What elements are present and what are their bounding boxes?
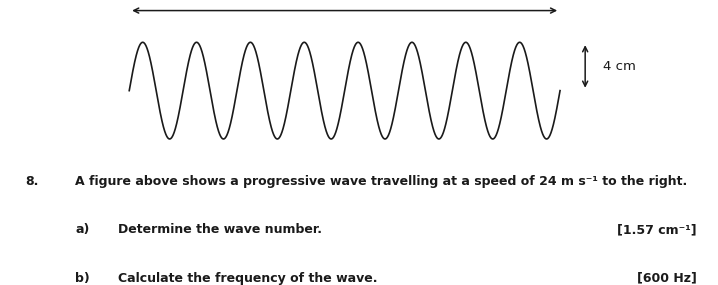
Text: Calculate the frequency of the wave.: Calculate the frequency of the wave.	[118, 272, 378, 285]
Text: Determine the wave number.: Determine the wave number.	[118, 223, 322, 236]
Text: [1.57 cm⁻¹]: [1.57 cm⁻¹]	[617, 223, 696, 236]
Text: b): b)	[75, 272, 90, 285]
Text: A figure above shows a progressive wave travelling at a speed of 24 m s⁻¹ to the: A figure above shows a progressive wave …	[75, 175, 688, 188]
Text: [600 Hz]: [600 Hz]	[637, 272, 696, 285]
Text: a): a)	[75, 223, 90, 236]
Text: 8.: 8.	[25, 175, 39, 188]
Text: 4 cm: 4 cm	[603, 60, 636, 73]
Text: 16 cm: 16 cm	[324, 0, 365, 3]
